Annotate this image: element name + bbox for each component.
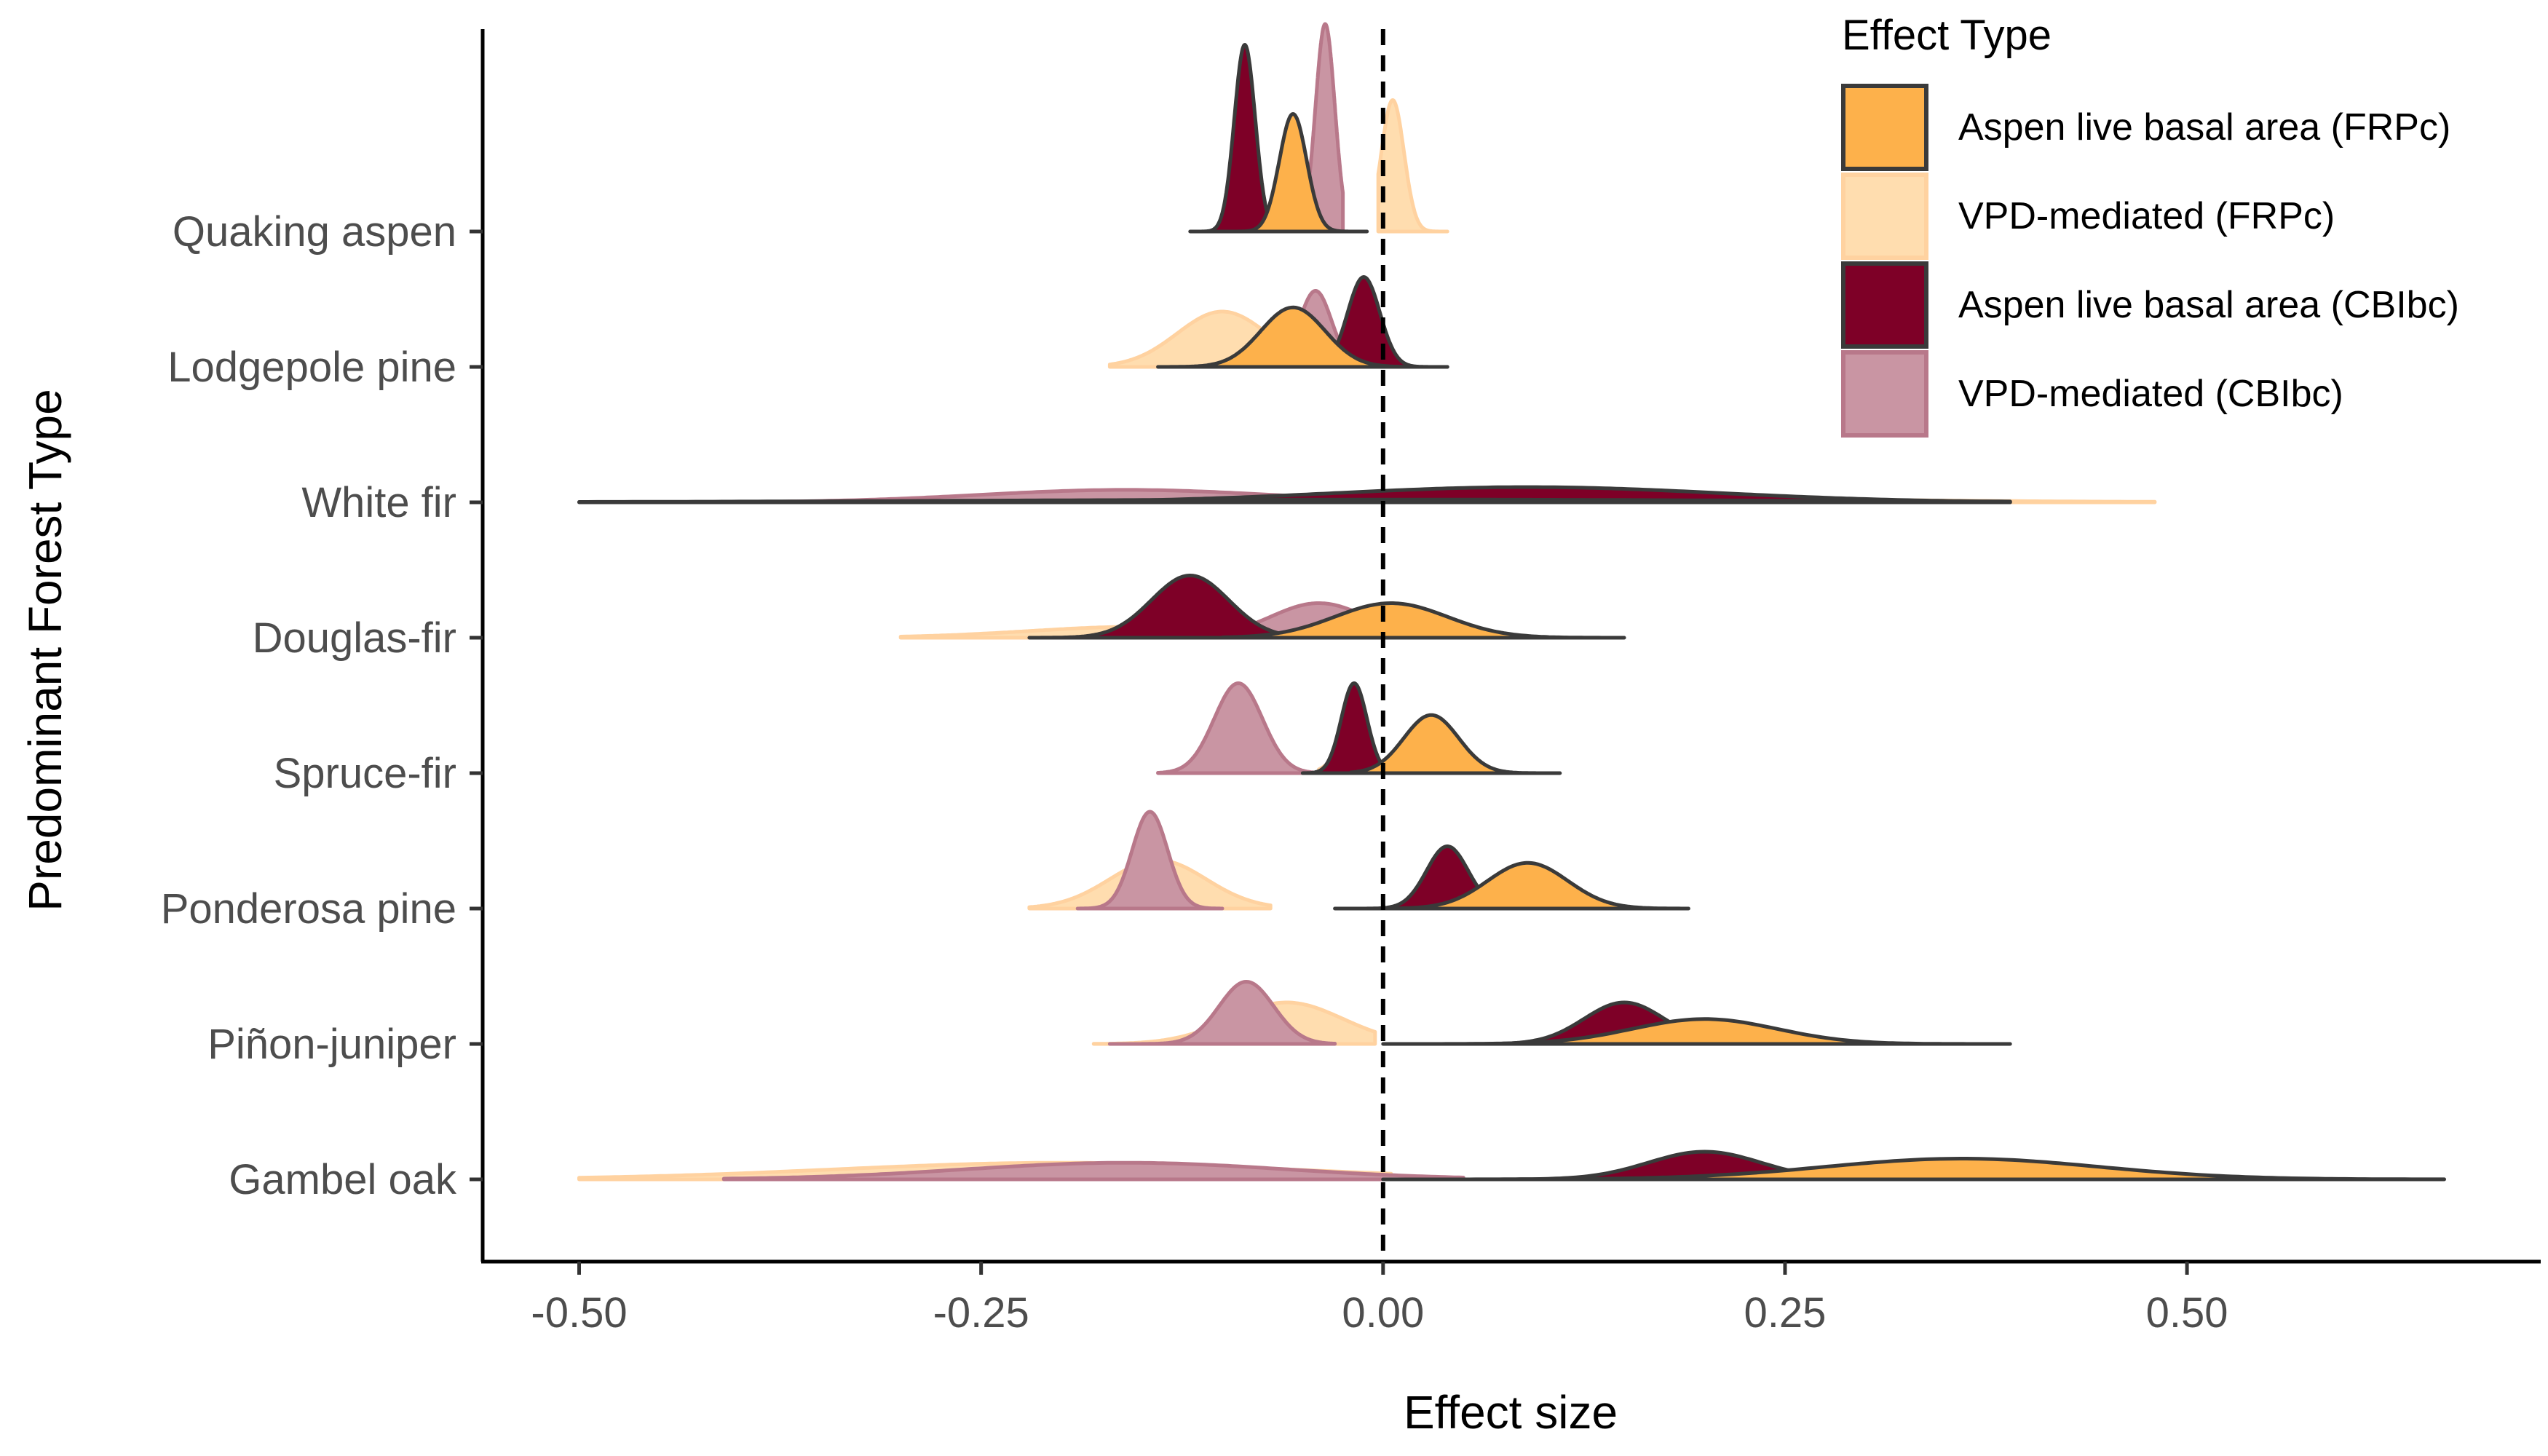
legend: Effect Type Aspen live basal area (FRPc)… [1841, 12, 2459, 438]
density-live_frp-spruce-fir [1349, 713, 1562, 775]
legend-label-vpd_cbi: VPD-mediated (CBIbc) [1958, 373, 2343, 415]
density-live_frp-lodgepole-pine [1156, 305, 1449, 369]
density-vpd_cbi-ponderosa-pine [1075, 810, 1224, 911]
legend-entries: Aspen live basal area (FRPc) VPD-mediated… [1841, 84, 2459, 438]
y-tick-label: Lodgepole pine [167, 344, 456, 391]
x-tick-label: -0.25 [933, 1289, 1029, 1337]
legend-label-vpd_frp: VPD-mediated (FRPc) [1958, 195, 2335, 237]
y-tick-label: Spruce-fir [274, 750, 456, 797]
legend-label-live_frp: Aspen live basal area (FRPc) [1958, 106, 2450, 149]
density-vpd_cbi-spruce-fir [1156, 681, 1321, 775]
x-tick-label: 0.25 [1744, 1289, 1827, 1337]
x-axis-title: Effect size [1404, 1386, 1618, 1439]
y-axis-ticks: Quaking aspen Lodgepole pine White fir Doug… [161, 208, 483, 1203]
y-tick-label: Ponderosa pine [161, 885, 456, 933]
y-axis-title: Predominant Forest Type [19, 389, 71, 911]
density-live_frp-ponderosa-pine [1381, 860, 1690, 911]
legend-swatch-live_frp [1841, 84, 1928, 171]
y-tick-label: White fir [301, 479, 456, 526]
density-live_frp-white-fir [577, 497, 2012, 505]
x-tick-label: 0.00 [1342, 1289, 1424, 1337]
legend-swatch-live_cbi [1841, 261, 1928, 349]
density-vpd_cbi-pi-on-juniper [1107, 980, 1337, 1046]
density-layer [577, 22, 2446, 1182]
legend-title: Effect Type [1842, 12, 2052, 59]
density-vpd_cbi-gambel-oak [721, 1160, 1465, 1182]
y-tick-label: Quaking aspen [173, 208, 456, 256]
y-tick-label: Gambel oak [229, 1156, 457, 1203]
x-axis-ticks: -0.50 -0.25 0.00 0.25 0.50 [531, 1262, 2228, 1337]
legend-swatch-vpd_frp [1841, 173, 1928, 260]
y-tick-label: Douglas-fir [253, 614, 456, 662]
density-vpd_frp-quaking-aspen [1376, 98, 1449, 234]
density-live_frp-douglas-fir [1220, 601, 1626, 640]
x-tick-label: 0.50 [2146, 1289, 2228, 1337]
legend-label-live_cbi: Aspen live basal area (CBIbc) [1958, 284, 2459, 326]
density-live_frp-quaking-aspen [1236, 112, 1369, 234]
density-live_cbi-douglas-fir [1027, 574, 1305, 640]
y-tick-label: Piñon-juniper [207, 1021, 456, 1068]
density-live_frp-pi-on-juniper [1381, 1017, 2012, 1046]
x-tick-label: -0.50 [531, 1289, 627, 1337]
legend-swatch-vpd_cbi [1841, 350, 1928, 438]
density-live_frp-gambel-oak [1381, 1157, 2446, 1182]
